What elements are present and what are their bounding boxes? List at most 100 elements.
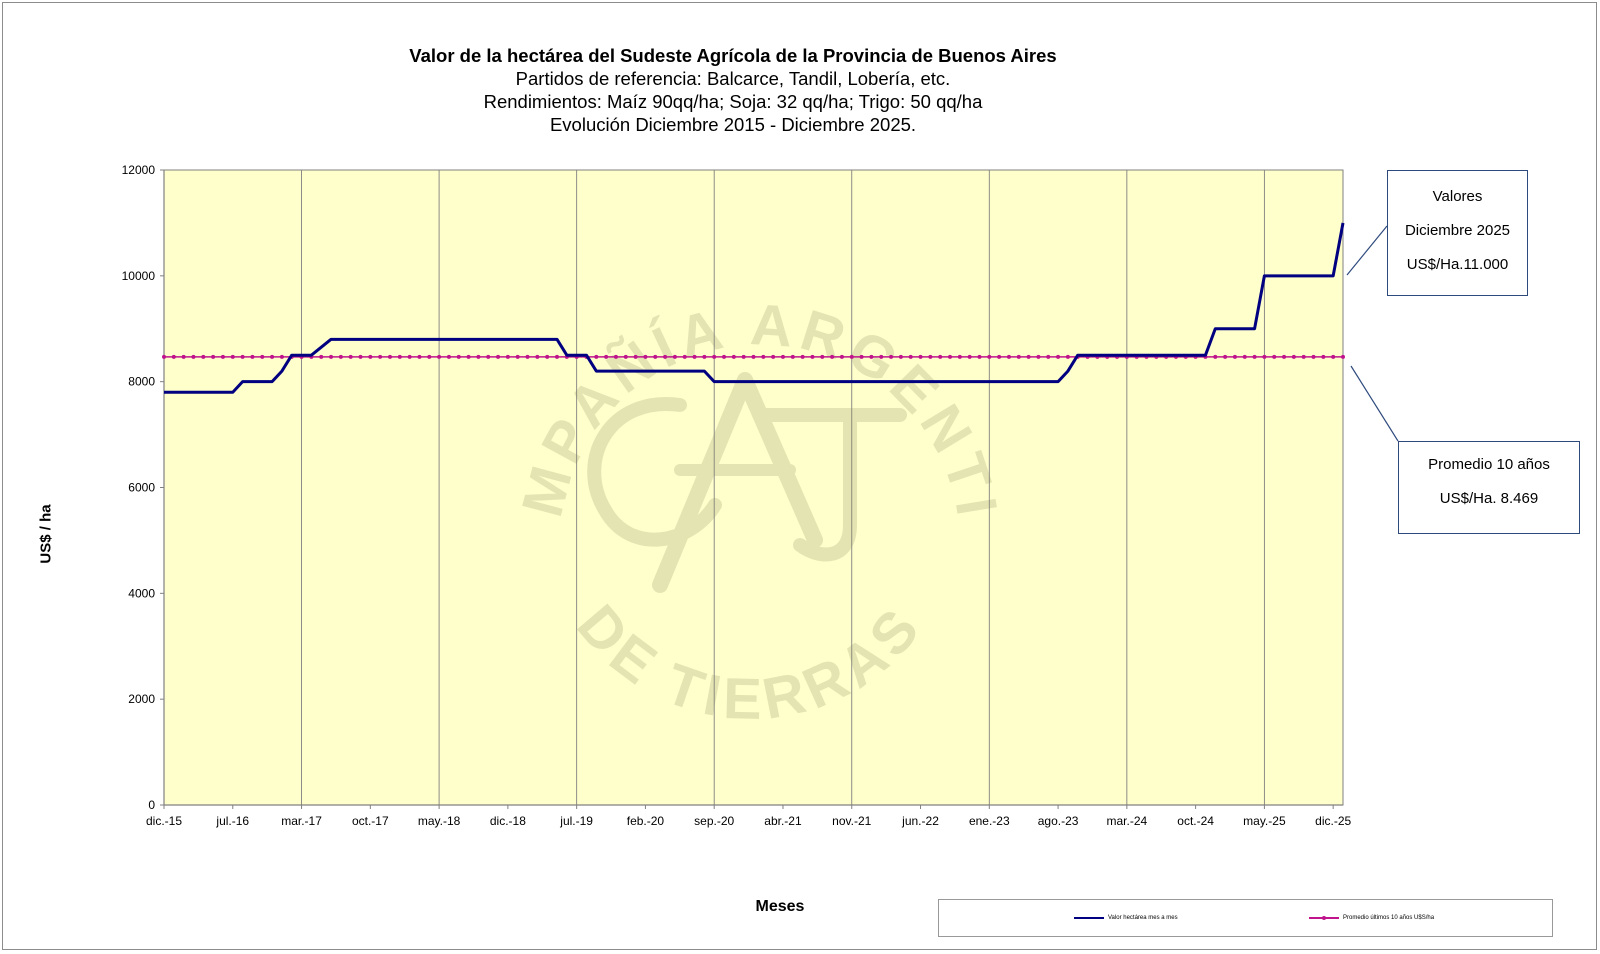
average-line-marker <box>417 354 422 359</box>
plot-area <box>164 170 1343 805</box>
legend-item-average: Promedio últimos 10 años U$S/ha <box>1309 912 1434 924</box>
average-line-marker <box>466 354 471 359</box>
x-tick-label: oct.-17 <box>352 814 389 828</box>
y-axis-label: US$ / ha <box>37 504 55 564</box>
average-line-marker <box>1252 354 1257 359</box>
average-line-marker <box>486 354 491 359</box>
average-line-marker <box>171 354 176 359</box>
average-line-marker <box>889 354 894 359</box>
average-line-marker <box>1311 354 1316 359</box>
average-line-marker <box>731 354 736 359</box>
callout-current-line3: US$/Ha.11.000 <box>1406 256 1509 273</box>
leader-line-average <box>1350 365 1399 442</box>
average-line-marker <box>191 354 196 359</box>
x-tick-label: may.-25 <box>1243 814 1286 828</box>
average-line-marker <box>918 354 923 359</box>
x-tick-label: mar.-24 <box>1107 814 1148 828</box>
average-line-marker <box>397 354 402 359</box>
average-line-marker <box>869 354 874 359</box>
x-tick-label: feb.-20 <box>627 814 665 828</box>
average-line-marker <box>368 354 373 359</box>
average-line-marker <box>515 354 520 359</box>
callout-average-line1: Promedio 10 años <box>1428 456 1550 473</box>
average-line-marker <box>997 354 1002 359</box>
average-line-marker <box>859 354 864 359</box>
x-tick-label: jul.-19 <box>559 814 593 828</box>
y-tick-label: 8000 <box>128 375 155 389</box>
average-line-marker <box>702 354 707 359</box>
x-axis-ticks: dic.-15 jul.-16 mar.-17 oct.-17 may.-18 dic.-… <box>146 805 1352 828</box>
average-line-marker <box>1272 354 1277 359</box>
average-line-marker <box>1046 354 1051 359</box>
average-line-marker <box>1016 354 1021 359</box>
x-tick-label: ago.-23 <box>1038 814 1079 828</box>
y-tick-label: 0 <box>148 798 155 812</box>
average-line-marker <box>338 354 343 359</box>
leader-line-current <box>1346 225 1388 276</box>
y-tick-label: 12000 <box>122 163 156 177</box>
series-average-line <box>162 354 1345 359</box>
average-line-marker <box>505 354 510 359</box>
x-tick-label: dic.-18 <box>490 814 526 828</box>
callout-current-line2: Diciembre 2025 <box>1404 222 1511 239</box>
y-tick-label: 10000 <box>122 269 156 283</box>
average-line-marker <box>201 354 206 359</box>
legend-swatch-value <box>1074 917 1104 919</box>
y-tick-label: 4000 <box>128 586 155 600</box>
average-line-marker <box>535 354 540 359</box>
average-line-marker <box>1291 354 1296 359</box>
average-line-marker <box>1026 354 1031 359</box>
y-axis-ticks: 0 2000 4000 6000 8000 10000 12000 <box>122 163 164 812</box>
average-line-marker <box>260 354 265 359</box>
average-line-marker <box>279 354 284 359</box>
average-line-marker <box>211 354 216 359</box>
average-line-marker <box>1282 354 1287 359</box>
average-line-marker <box>220 354 225 359</box>
average-line-marker <box>329 354 334 359</box>
series-value-line <box>164 222 1345 394</box>
average-line-marker <box>908 354 913 359</box>
average-line-marker <box>1213 354 1218 359</box>
legend-swatch-average <box>1309 915 1339 920</box>
average-line-marker <box>987 354 992 359</box>
average-line-marker <box>643 354 648 359</box>
average-line-marker <box>1301 354 1306 359</box>
average-line-marker <box>437 354 442 359</box>
x-tick-label: jun.-22 <box>901 814 939 828</box>
average-line-marker <box>594 354 599 359</box>
average-line-marker <box>1065 354 1070 359</box>
chart-subtitle-rendimientos: Rendimientos: Maíz 90qq/ha; Soja: 32 qq/… <box>483 91 983 112</box>
average-line-marker <box>761 354 766 359</box>
average-line-marker <box>722 354 727 359</box>
average-line-marker <box>1036 354 1041 359</box>
x-tick-label: may.-18 <box>418 814 461 828</box>
chart-title: Valor de la hectárea del Sudeste Agrícol… <box>409 45 1057 66</box>
chart-legend: Valor hectárea mes a mes Promedio último… <box>938 899 1553 937</box>
callout-current-value: Valores Diciembre 2025 US$/Ha.11.000 <box>1387 170 1528 296</box>
average-line-marker <box>604 354 609 359</box>
callout-average-value: Promedio 10 años US$/Ha. 8.469 <box>1398 441 1580 534</box>
average-line-marker <box>1242 354 1247 359</box>
average-line-marker <box>378 354 383 359</box>
average-line-marker <box>741 354 746 359</box>
average-line-marker <box>240 354 245 359</box>
average-line-marker <box>623 354 628 359</box>
average-line-marker <box>496 354 501 359</box>
average-line-marker <box>771 354 776 359</box>
average-line-marker <box>1223 354 1228 359</box>
average-line-marker <box>957 354 962 359</box>
average-line-marker <box>456 354 461 359</box>
value-line-path <box>164 222 1345 394</box>
average-line-marker <box>162 354 166 359</box>
average-line-marker <box>977 354 982 359</box>
average-line-marker <box>250 354 255 359</box>
legend-label-average: Promedio últimos 10 años U$S/ha <box>1343 915 1435 921</box>
average-line-marker <box>407 354 412 359</box>
average-line-marker <box>613 354 618 359</box>
average-line-marker <box>948 354 952 359</box>
callout-current-line1: Valores <box>1432 188 1483 205</box>
average-line-marker <box>790 354 795 359</box>
average-line-marker <box>751 354 756 359</box>
average-line-marker <box>348 354 353 359</box>
